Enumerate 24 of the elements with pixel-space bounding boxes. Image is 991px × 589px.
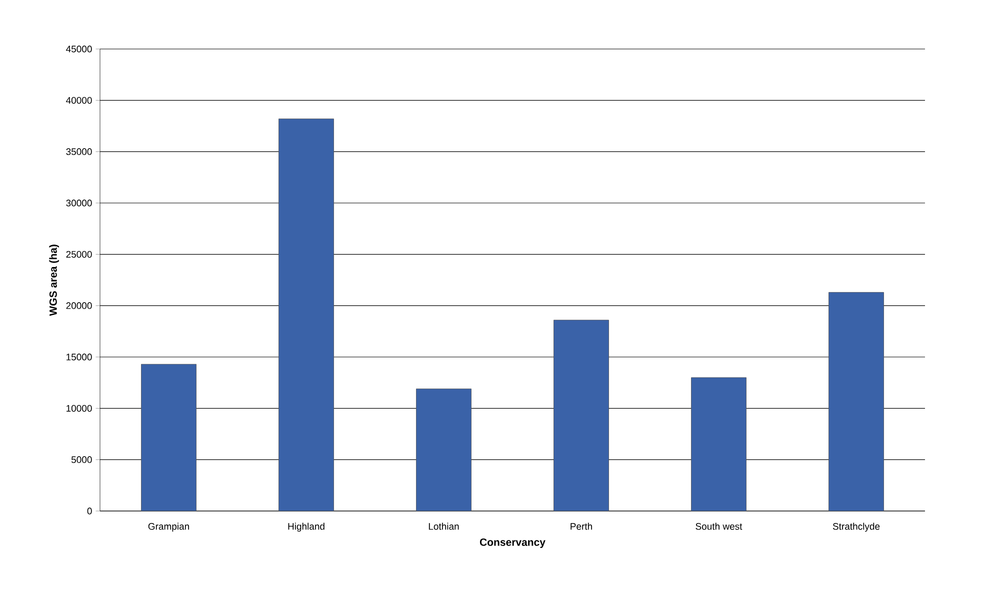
y-tick-label: 35000 [66,148,92,156]
y-tick-label: 20000 [66,302,92,310]
y-tick-label: 5000 [71,456,92,464]
bar [278,118,334,511]
y-tick-label: 15000 [66,354,92,360]
y-tick-label: 30000 [66,200,92,206]
y-tick-label: 10000 [66,404,92,412]
x-tick-label: Lothian [428,522,459,530]
x-tick-label: Perth [570,522,592,530]
x-axis-title: Conservancy [480,538,546,548]
bar [554,320,609,511]
x-tick-label: South west [696,522,742,530]
y-tick-label: 25000 [66,250,92,258]
y-tick-label: 0 [87,508,92,514]
x-tick-label: Grampian [148,522,189,532]
bar [141,364,196,511]
y-axis-title: WGS area (ha) [49,244,59,316]
bar [691,377,746,511]
x-tick-label: Strathclyde [832,522,880,532]
y-tick-label: 45000 [66,46,92,52]
bar [416,388,472,511]
bar [828,292,884,511]
x-tick-label: Highland [288,522,324,532]
y-tick-label: 40000 [66,96,92,104]
